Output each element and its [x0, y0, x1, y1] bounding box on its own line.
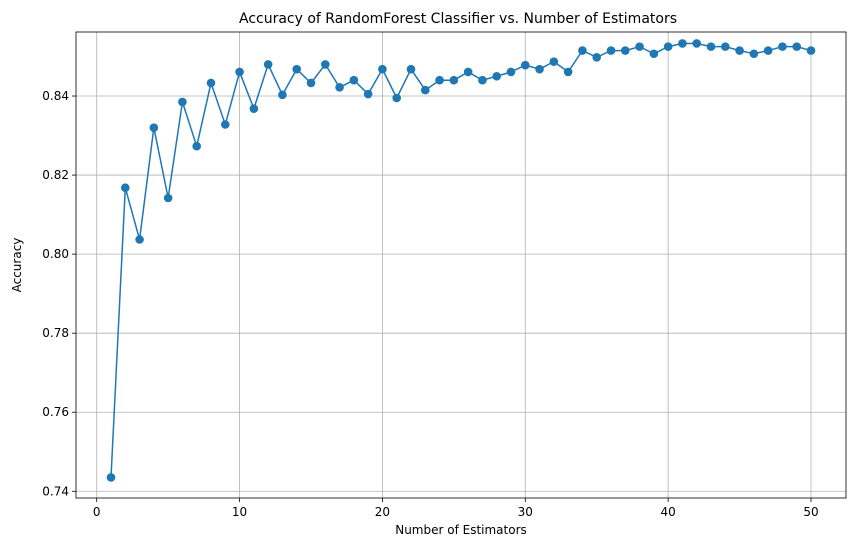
y-axis-label: Accuracy	[10, 238, 24, 293]
data-point	[663, 42, 673, 51]
y-tick-label: 0.82	[42, 168, 69, 182]
data-point	[763, 46, 773, 55]
x-tick-label: 20	[375, 505, 390, 519]
x-tick-label: 40	[661, 505, 676, 519]
data-point	[720, 42, 730, 51]
data-point	[649, 49, 659, 59]
data-point	[349, 75, 359, 85]
grid	[76, 32, 846, 498]
y-tick-label: 0.80	[42, 247, 69, 261]
x-axis: 0 10 20 30 40 50	[93, 498, 819, 519]
y-tick-label: 0.74	[42, 484, 69, 498]
data-point	[635, 42, 644, 51]
data-point	[363, 89, 373, 99]
x-tick-label: 0	[93, 505, 101, 519]
data-point	[106, 473, 116, 482]
y-axis: 0.74 0.76 0.78 0.80 0.82 0.84	[42, 89, 76, 498]
data-point	[378, 64, 387, 74]
data-point	[406, 64, 416, 74]
x-axis-label: Number of Estimators	[395, 523, 527, 537]
data-point	[735, 46, 744, 55]
data-point	[149, 123, 159, 132]
data-point	[263, 60, 273, 69]
x-tick-label: 30	[518, 505, 533, 519]
data-point	[692, 39, 702, 48]
data-point	[678, 39, 687, 48]
data-point	[320, 60, 330, 69]
data-point	[135, 235, 144, 244]
data-point	[792, 42, 802, 51]
data-point	[463, 67, 473, 77]
data-point	[178, 97, 187, 107]
data-point	[620, 46, 630, 55]
data-point	[492, 71, 502, 81]
data-point	[592, 52, 602, 62]
data-point	[549, 57, 559, 66]
data-point	[306, 78, 316, 88]
data-point	[192, 141, 202, 151]
data-point	[563, 67, 573, 77]
data-point	[749, 49, 759, 59]
data-point	[778, 42, 787, 51]
data-point	[249, 104, 259, 113]
data-point	[392, 93, 402, 103]
data-point	[435, 75, 444, 85]
chart-title: Accuracy of RandomForest Classifier vs. …	[239, 11, 677, 27]
data-point	[163, 193, 173, 203]
y-tick-label: 0.84	[42, 89, 69, 103]
plot-frame	[75, 31, 847, 499]
data-point	[420, 85, 430, 95]
data-point	[120, 183, 130, 193]
data-point	[506, 67, 516, 77]
x-tick-label: 50	[803, 505, 818, 519]
y-tick-label: 0.78	[42, 326, 69, 340]
data-point	[606, 46, 616, 55]
data-point	[335, 83, 344, 92]
data-point	[235, 67, 244, 77]
data-point	[206, 78, 216, 88]
data-point	[478, 75, 487, 85]
data-point	[449, 75, 459, 85]
y-tick-label: 0.76	[42, 405, 69, 419]
data-point	[220, 120, 230, 129]
data-point	[806, 46, 816, 55]
data-point	[706, 42, 716, 51]
x-tick-label: 10	[232, 505, 247, 519]
data-point	[278, 90, 287, 100]
data-point	[292, 64, 302, 74]
data-point	[535, 64, 544, 74]
data-point	[578, 46, 587, 55]
data-point	[520, 60, 530, 70]
series-accuracy	[106, 39, 816, 482]
